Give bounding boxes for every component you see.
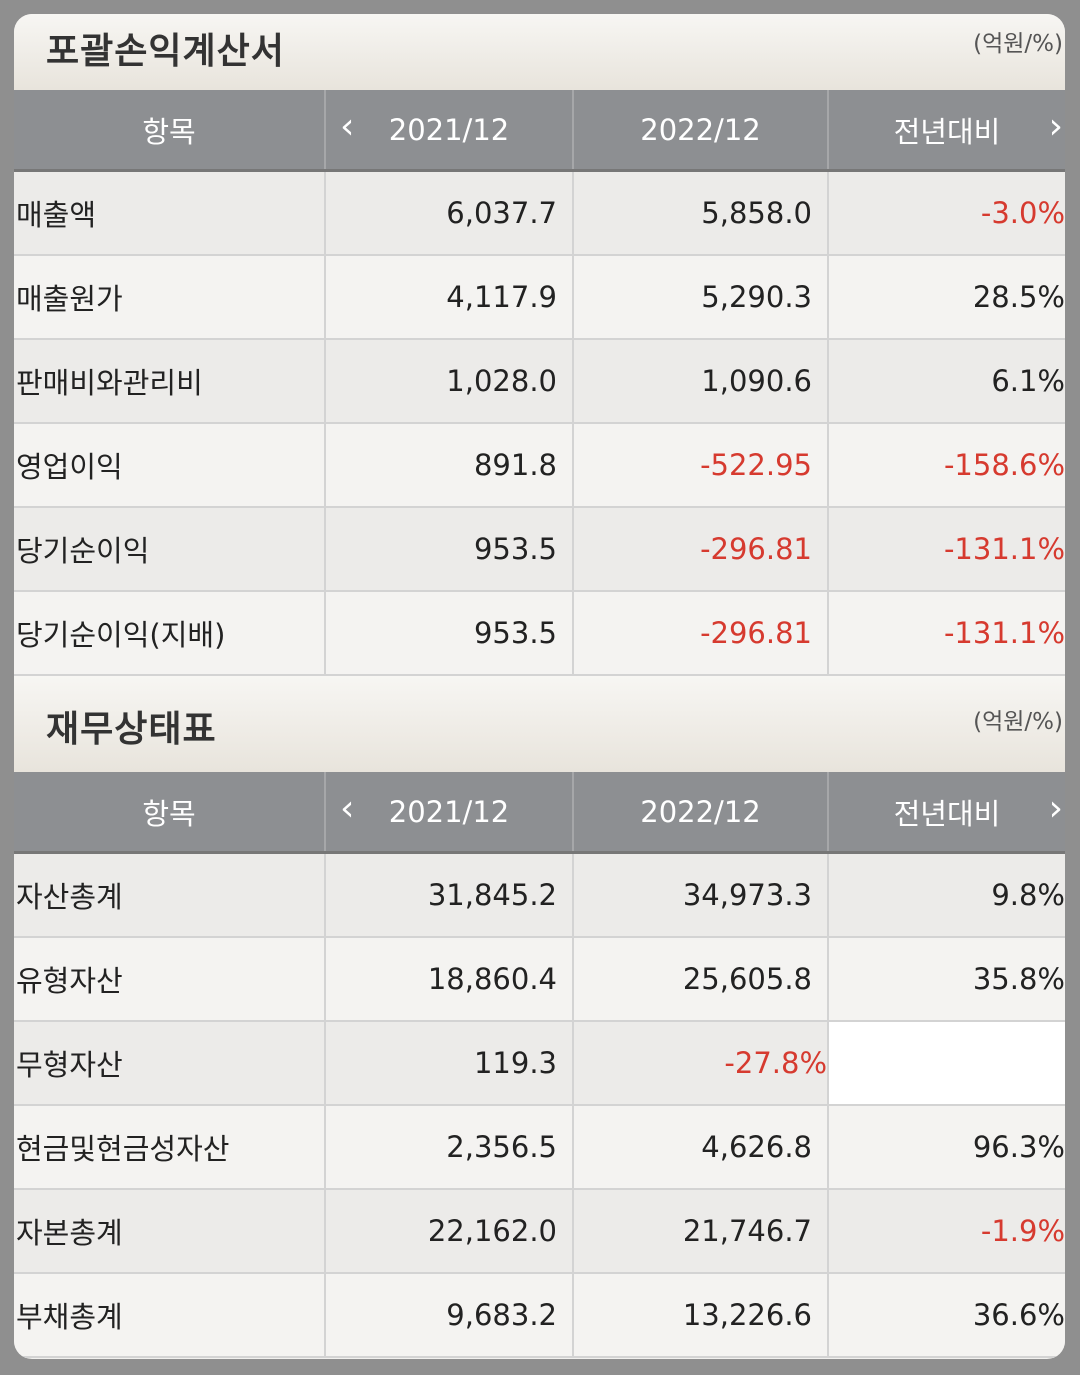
row-label: 부채총계 [16, 1300, 123, 1334]
value-2022: 5,858.0 [572, 172, 827, 254]
table-row: 영업이익 891.8 -522.95 -158.6% [14, 424, 1065, 508]
row-label: 매출액 [16, 198, 97, 232]
value-yoy: 9.8% [827, 854, 1065, 936]
table-row: 매출원가 4,117.9 5,290.3 28.5% [14, 256, 1065, 340]
row-label: 당기순이익 [16, 534, 150, 568]
row-label: 무형자산 [16, 1048, 123, 1082]
value-2021: 18,860.4 [324, 938, 572, 1020]
value-2022: -296.81 [572, 592, 827, 674]
value-yoy-empty [827, 1022, 1065, 1104]
row-label: 매출원가 [16, 282, 123, 316]
row-label: 유형자산 [16, 964, 123, 998]
value-2021: 4,117.9 [324, 256, 572, 338]
row-label: 자산총계 [16, 880, 123, 914]
value-2022: -296.81 [572, 508, 827, 590]
value-yoy: 36.6% [827, 1274, 1065, 1356]
chevron-left-icon[interactable]: ‹ [340, 106, 355, 147]
table-row: 판매비와관리비 1,028.0 1,090.6 6.1% [14, 340, 1065, 424]
balance-header-yoy: 전년대비 › [827, 772, 1065, 851]
table-row: 무형자산 119.3 -27.8% [14, 1022, 1065, 1106]
balance-unit-label: (억원/%) [973, 709, 1063, 735]
value-2021: 9,683.2 [324, 1274, 572, 1356]
value-yoy: -1.9% [827, 1190, 1065, 1272]
value-2022: 5,290.3 [572, 256, 827, 338]
table-row: 자산총계 31,845.2 34,973.3 9.8% [14, 854, 1065, 938]
value-2021: 953.5 [324, 592, 572, 674]
table-row: 부채총계 9,683.2 13,226.6 36.6% [14, 1274, 1065, 1358]
table-row: 매출액 6,037.7 5,858.0 -3.0% [14, 172, 1065, 256]
table-row: 유형자산 18,860.4 25,605.8 35.8% [14, 938, 1065, 1022]
value-yoy: -131.1% [827, 592, 1065, 674]
balance-header-2022: 2022/12 [572, 772, 827, 851]
income-section-title: 포괄손익계산서 [46, 31, 285, 72]
value-2021: 891.8 [324, 424, 572, 506]
balance-header-item: 항목 [142, 796, 196, 831]
value-2021: 119.3 [324, 1022, 572, 1104]
row-label: 현금및현금성자산 [16, 1132, 230, 1166]
table-row: 자본총계 22,162.0 21,746.7 -1.9% [14, 1190, 1065, 1274]
income-header-yoy: 전년대비 › [827, 90, 1065, 169]
value-2021: 6,037.7 [324, 172, 572, 254]
value-yoy: -131.1% [827, 508, 1065, 590]
income-header-item: 항목 [142, 114, 196, 149]
income-section-header: 포괄손익계산서 (억원/%) [14, 14, 1065, 90]
value-yoy: -158.6% [827, 424, 1065, 506]
balance-section-title: 재무상태표 [46, 709, 217, 750]
value-yoy: 28.5% [827, 256, 1065, 338]
row-label: 당기순이익(지배) [16, 618, 226, 652]
row-label: 자본총계 [16, 1216, 123, 1250]
value-yoy: -3.0% [827, 172, 1065, 254]
value-2022: 21,746.7 [572, 1190, 827, 1272]
financial-card: 포괄손익계산서 (억원/%) 항목 ‹ 2021/12 2022/12 전년대비… [14, 14, 1065, 1359]
income-unit-label: (억원/%) [973, 31, 1063, 57]
income-header-2021: ‹ 2021/12 [324, 90, 572, 169]
value-yoy: 6.1% [827, 340, 1065, 422]
value-2022: 34,973.3 [572, 854, 827, 936]
row-label: 판매비와관리비 [16, 366, 203, 400]
value-2021: 2,356.5 [324, 1106, 572, 1188]
chevron-right-icon[interactable]: › [1048, 788, 1063, 829]
value-2022: -27.8% [572, 1022, 827, 1104]
balance-header-2021-label: 2021/12 [388, 794, 510, 829]
chevron-left-icon[interactable]: ‹ [340, 788, 355, 829]
income-header-2021-label: 2021/12 [388, 112, 510, 147]
value-2021: 1,028.0 [324, 340, 572, 422]
chevron-right-icon[interactable]: › [1048, 106, 1063, 147]
value-2021: 953.5 [324, 508, 572, 590]
balance-table-header: 항목 ‹ 2021/12 2022/12 전년대비 › [14, 772, 1065, 854]
balance-header-2021: ‹ 2021/12 [324, 772, 572, 851]
value-2022: 13,226.6 [572, 1274, 827, 1356]
value-2021: 31,845.2 [324, 854, 572, 936]
value-2022: 4,626.8 [572, 1106, 827, 1188]
row-label: 영업이익 [16, 450, 123, 484]
table-row: 당기순이익(지배) 953.5 -296.81 -131.1% [14, 592, 1065, 676]
value-2022: -522.95 [572, 424, 827, 506]
income-header-2022: 2022/12 [572, 90, 827, 169]
table-row: 당기순이익 953.5 -296.81 -131.1% [14, 508, 1065, 592]
balance-section-header: 재무상태표 (억원/%) [14, 676, 1065, 772]
value-2021: 22,162.0 [324, 1190, 572, 1272]
value-yoy: 35.8% [827, 938, 1065, 1020]
balance-header-yoy-label: 전년대비 [893, 796, 1001, 831]
table-row: 현금및현금성자산 2,356.5 4,626.8 96.3% [14, 1106, 1065, 1190]
value-2022: 1,090.6 [572, 340, 827, 422]
value-yoy: 96.3% [827, 1106, 1065, 1188]
income-header-yoy-label: 전년대비 [893, 114, 1001, 149]
income-table-header: 항목 ‹ 2021/12 2022/12 전년대비 › [14, 90, 1065, 172]
value-2022: 25,605.8 [572, 938, 827, 1020]
